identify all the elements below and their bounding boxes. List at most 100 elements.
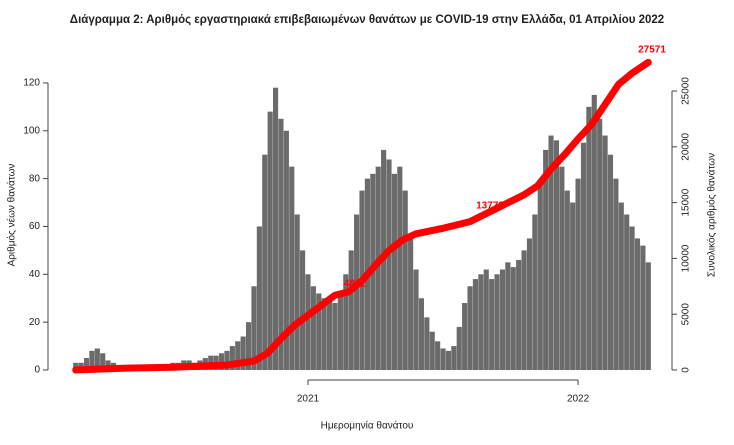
bar xyxy=(424,317,430,370)
x-tick-label: 2022 xyxy=(567,394,590,405)
bar xyxy=(640,245,646,370)
y2-tick-label: 0 xyxy=(681,367,692,373)
y-tick-label: 0 xyxy=(34,365,40,376)
y-tick-label: 20 xyxy=(29,317,41,328)
bar xyxy=(629,226,635,370)
bar xyxy=(94,348,100,370)
bar xyxy=(240,336,246,370)
bar xyxy=(100,353,106,370)
y2-tick-label: 20000 xyxy=(681,132,692,160)
bar xyxy=(494,274,500,370)
bar xyxy=(294,214,300,370)
bar xyxy=(251,286,257,370)
bar xyxy=(489,279,495,370)
bar xyxy=(467,286,473,370)
y2-tick-label: 5000 xyxy=(681,303,692,326)
bar xyxy=(300,250,306,370)
bar xyxy=(591,94,597,370)
bar xyxy=(586,106,592,370)
bar xyxy=(505,262,511,370)
y-tick-label: 60 xyxy=(29,221,41,232)
bar xyxy=(321,298,327,370)
bar xyxy=(402,190,408,370)
bar xyxy=(235,341,241,370)
bar xyxy=(516,259,522,370)
bar xyxy=(510,267,516,370)
bar xyxy=(283,130,289,370)
bar xyxy=(305,274,311,370)
bar xyxy=(456,326,462,370)
bar xyxy=(564,190,570,370)
bar xyxy=(316,293,322,370)
bar xyxy=(451,346,457,370)
bar xyxy=(499,269,506,370)
annotation: 27571 xyxy=(638,45,666,56)
bar xyxy=(580,142,587,370)
bar xyxy=(262,154,268,370)
bar xyxy=(408,238,414,370)
bar xyxy=(526,238,533,370)
bar xyxy=(532,214,538,370)
bar xyxy=(575,178,581,370)
bar xyxy=(597,118,603,370)
bar xyxy=(472,279,479,370)
bar xyxy=(624,214,630,370)
bar xyxy=(478,274,484,370)
x-axis-label: Ημερομηνία θανάτου xyxy=(321,420,414,432)
annotation: 4872 xyxy=(344,279,367,290)
bar xyxy=(273,87,279,370)
bar xyxy=(73,362,79,370)
y2-axis-label: Συνολικός αριθμός θανάτων xyxy=(706,153,718,277)
bar xyxy=(440,348,446,370)
y-tick-label: 120 xyxy=(23,78,40,89)
bar xyxy=(462,303,468,370)
y-tick-label: 40 xyxy=(29,269,41,280)
y-tick-label: 100 xyxy=(23,125,40,136)
bar xyxy=(289,166,295,370)
bar xyxy=(386,159,392,370)
bar xyxy=(548,135,554,370)
bar xyxy=(375,166,381,370)
bar xyxy=(607,154,614,370)
bar xyxy=(521,250,527,370)
bar xyxy=(218,353,225,370)
bar xyxy=(435,341,441,370)
bar xyxy=(229,346,235,370)
bar xyxy=(354,214,360,370)
bar xyxy=(570,202,576,370)
bar xyxy=(337,293,343,370)
bar xyxy=(224,350,230,370)
bar xyxy=(559,166,565,370)
bar xyxy=(332,303,338,370)
x-tick-label: 2021 xyxy=(297,394,320,405)
bar xyxy=(83,358,90,370)
bar xyxy=(429,331,435,370)
bar xyxy=(543,149,549,370)
bar xyxy=(445,350,451,370)
y2-tick-label: 25000 xyxy=(681,77,692,105)
bar xyxy=(278,118,284,370)
bar xyxy=(618,202,624,370)
bar xyxy=(89,350,95,370)
bar xyxy=(553,140,560,370)
y2-tick-label: 15000 xyxy=(681,188,692,216)
bar xyxy=(397,166,403,370)
bar xyxy=(602,135,608,370)
bar xyxy=(418,298,424,370)
bar xyxy=(634,238,641,370)
bar xyxy=(327,298,333,370)
y-tick-label: 80 xyxy=(29,173,41,184)
bar xyxy=(613,178,619,370)
bar xyxy=(256,226,262,370)
bar xyxy=(391,173,397,370)
bar xyxy=(105,360,111,370)
bar xyxy=(310,286,316,370)
bar xyxy=(267,111,273,370)
bar xyxy=(348,250,354,370)
annotation: 13772 xyxy=(476,201,504,212)
cumulative-line xyxy=(72,58,652,374)
bar xyxy=(245,322,252,370)
bar xyxy=(483,269,489,370)
bar xyxy=(343,274,349,370)
